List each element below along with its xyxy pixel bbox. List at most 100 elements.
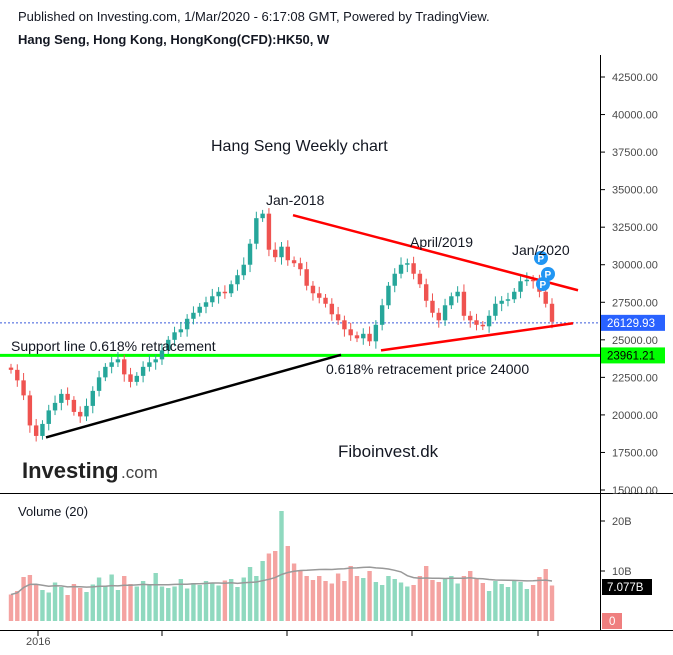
volume-bar[interactable] [273, 551, 278, 621]
volume-bar[interactable] [172, 586, 177, 622]
candle-body[interactable] [147, 362, 152, 367]
candle-body[interactable] [505, 299, 511, 301]
volume-bar[interactable] [354, 576, 360, 621]
candle-body[interactable] [361, 333, 366, 339]
candle-body[interactable] [241, 264, 246, 276]
volume-bar[interactable] [512, 581, 517, 621]
volume-bar[interactable] [260, 561, 265, 621]
volume-bar[interactable] [279, 511, 284, 621]
volume-bar[interactable] [247, 567, 253, 621]
candle-body[interactable] [84, 405, 89, 417]
candle-body[interactable] [247, 243, 253, 265]
candle-body[interactable] [499, 300, 504, 304]
candle-body[interactable] [386, 285, 391, 306]
candle-body[interactable] [273, 249, 278, 258]
candle-body[interactable] [197, 306, 202, 313]
candle-body[interactable] [52, 402, 58, 411]
volume-bar[interactable] [77, 588, 83, 621]
candle-body[interactable] [405, 263, 410, 265]
volume-bar[interactable] [518, 582, 523, 621]
candle-body[interactable] [266, 213, 272, 250]
volume-bar[interactable] [455, 583, 460, 622]
volume-bar[interactable] [392, 579, 397, 621]
candle-body[interactable] [474, 320, 479, 325]
volume-bar[interactable] [417, 576, 423, 621]
volume-bar[interactable] [480, 583, 486, 621]
volume-bar[interactable] [493, 581, 498, 621]
candle-body[interactable] [486, 315, 492, 327]
volume-bar[interactable] [423, 566, 429, 621]
volume-bar[interactable] [153, 573, 158, 621]
price-axis[interactable]: 42500.00 40000.00 37500.00 35000.00 32500.00… [600, 72, 658, 497]
candle-body[interactable] [166, 339, 171, 351]
volume-bar[interactable] [96, 577, 102, 622]
volume-bar[interactable] [84, 592, 89, 621]
volume-bar[interactable] [178, 579, 184, 621]
volume-bar[interactable] [33, 584, 39, 621]
volume-bar[interactable] [373, 582, 379, 621]
volume-bar[interactable] [317, 576, 322, 621]
event-marker[interactable] [536, 277, 550, 291]
volume-bar[interactable] [505, 587, 511, 621]
volume-bar[interactable] [379, 585, 385, 621]
candle-body[interactable] [134, 375, 140, 382]
volume-bar[interactable] [222, 580, 228, 622]
candle-body[interactable] [153, 359, 158, 363]
volume-bar[interactable] [361, 578, 366, 621]
candle-body[interactable] [15, 369, 20, 381]
candle-body[interactable] [329, 303, 335, 315]
volume-bar[interactable] [285, 546, 290, 621]
candle-body[interactable] [228, 284, 234, 294]
candle-body[interactable] [512, 291, 517, 300]
volume-bar[interactable] [298, 571, 303, 621]
candle-body[interactable] [304, 269, 309, 286]
candle-body[interactable] [430, 300, 435, 313]
candle-body[interactable] [480, 324, 486, 327]
volume-bar[interactable] [436, 582, 441, 621]
volume-bar[interactable] [8, 594, 14, 622]
candle-body[interactable] [518, 281, 523, 292]
candle-body[interactable] [235, 275, 240, 285]
volume-bar[interactable] [323, 581, 328, 621]
volume-bar[interactable] [304, 576, 309, 621]
volume-bar[interactable] [46, 592, 51, 622]
volume-bar[interactable] [266, 553, 272, 622]
candle-body[interactable] [493, 303, 498, 316]
candle-body[interactable] [291, 260, 297, 264]
volume-bar[interactable] [210, 583, 215, 622]
volume-bar[interactable] [411, 585, 416, 621]
event-markers[interactable]: PPP [534, 251, 555, 291]
candle-body[interactable] [279, 246, 284, 258]
volume-bar[interactable] [128, 584, 133, 621]
candle-body[interactable] [109, 362, 114, 367]
candle-body[interactable] [159, 350, 165, 360]
candle-body[interactable] [122, 359, 127, 375]
candle-body[interactable] [436, 312, 441, 321]
candle-body[interactable] [191, 312, 196, 319]
volume-bar[interactable] [549, 585, 555, 622]
volume-bar[interactable] [537, 577, 542, 621]
volume-bar[interactable] [386, 576, 391, 621]
candle-body[interactable] [373, 324, 379, 342]
candle-body[interactable] [71, 399, 77, 412]
candle-body[interactable] [96, 377, 102, 391]
candle-body[interactable] [178, 329, 184, 333]
candle-body[interactable] [90, 390, 95, 406]
volume-bar[interactable] [90, 584, 95, 622]
candle-body[interactable] [115, 359, 121, 363]
candle-body[interactable] [367, 333, 372, 342]
volume-bar[interactable] [184, 588, 190, 622]
volume-bar[interactable] [468, 571, 473, 621]
candle-body[interactable] [342, 320, 347, 330]
volume-bar[interactable] [147, 585, 152, 621]
candle-body[interactable] [33, 425, 39, 436]
candle-body[interactable] [65, 393, 70, 400]
candle-body[interactable] [285, 246, 290, 261]
candle-body[interactable] [379, 305, 385, 325]
candle-body[interactable] [317, 293, 322, 298]
candle-body[interactable] [442, 305, 448, 321]
candle-body[interactable] [128, 374, 133, 382]
volume-bar[interactable] [71, 584, 77, 621]
volume-bar[interactable] [499, 584, 504, 621]
volume-bar[interactable] [291, 563, 297, 622]
